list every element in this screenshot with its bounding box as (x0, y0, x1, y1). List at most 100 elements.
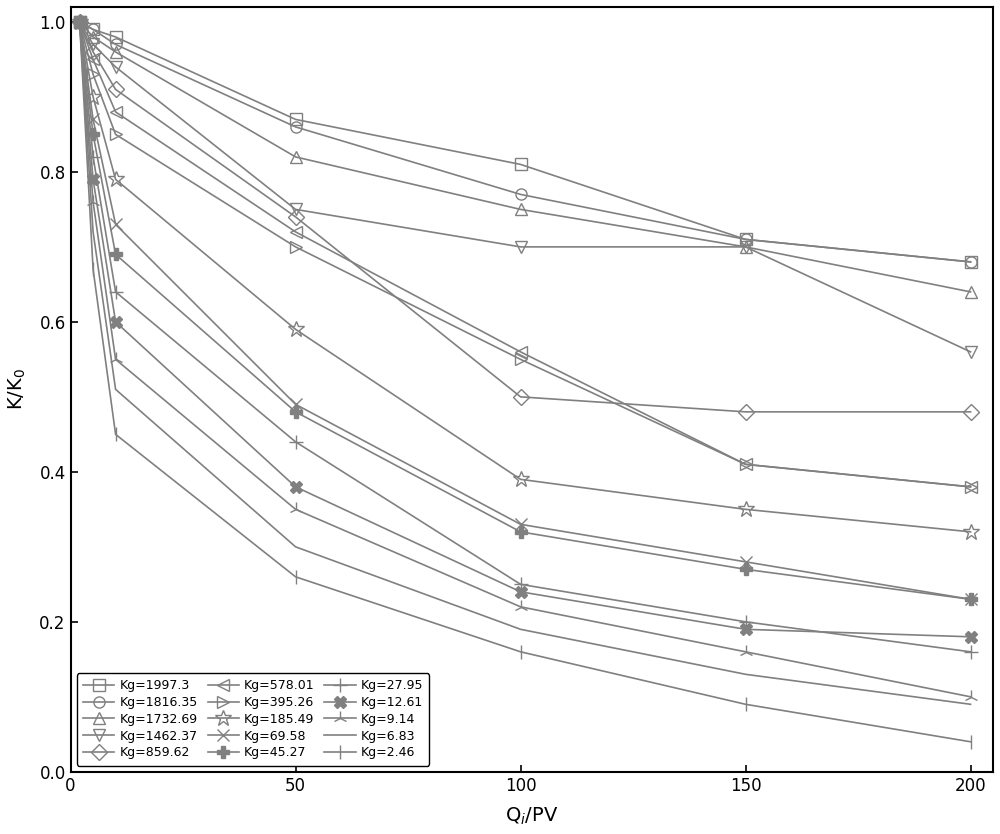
Kg=1462.37 (515, 242, 527, 252)
Line: Kg=6.83: Kg=6.83 (80, 22, 971, 704)
Kg=578.01 (740, 460, 752, 470)
Kg=1816.35 (740, 234, 752, 244)
Kg=1997.3 (965, 257, 977, 267)
Kg=27.95 (965, 647, 977, 657)
Kg=1816.35 (290, 122, 302, 132)
Kg=69.58 (965, 595, 977, 605)
Kg=12.61 (290, 482, 302, 492)
Kg=2.46 (740, 699, 752, 709)
Kg=1816.35 (110, 39, 122, 49)
Kg=6.83 (74, 17, 86, 27)
Kg=1997.3 (290, 114, 302, 124)
Kg=12.61 (515, 587, 527, 597)
Kg=9.14 (110, 354, 122, 364)
Kg=1732.69 (87, 32, 99, 42)
Kg=69.58 (87, 114, 99, 124)
Kg=12.61 (87, 174, 99, 184)
Kg=1816.35 (515, 189, 527, 199)
Kg=1997.3 (515, 159, 527, 169)
Kg=395.26 (110, 129, 122, 139)
Kg=45.27 (290, 407, 302, 417)
Kg=1462.37 (290, 204, 302, 214)
Kg=859.62 (515, 392, 527, 402)
Kg=2.46 (290, 572, 302, 582)
Line: Kg=1816.35: Kg=1816.35 (74, 17, 976, 268)
Kg=1997.3 (110, 32, 122, 42)
Kg=578.01 (965, 482, 977, 492)
Kg=1462.37 (740, 242, 752, 252)
Kg=9.14 (515, 602, 527, 612)
Kg=578.01 (87, 54, 99, 64)
Kg=45.27 (110, 249, 122, 259)
Kg=45.27 (515, 527, 527, 537)
Kg=1732.69 (74, 17, 86, 27)
Kg=1462.37 (965, 347, 977, 357)
Line: Kg=45.27: Kg=45.27 (73, 16, 977, 605)
Kg=2.46 (110, 430, 122, 440)
Kg=69.58 (74, 17, 86, 27)
Kg=2.46 (515, 647, 527, 657)
Kg=859.62 (965, 407, 977, 417)
Kg=2.46 (87, 264, 99, 274)
Kg=578.01 (515, 347, 527, 357)
Kg=1732.69 (965, 287, 977, 297)
Kg=185.49 (290, 324, 302, 334)
Kg=185.49 (965, 527, 977, 537)
Kg=69.58 (740, 557, 752, 567)
Kg=12.61 (110, 317, 122, 327)
Line: Kg=2.46: Kg=2.46 (73, 15, 978, 749)
Kg=27.95 (740, 617, 752, 627)
Kg=27.95 (515, 580, 527, 590)
Kg=6.83 (87, 227, 99, 237)
X-axis label: Q$_i$/PV: Q$_i$/PV (505, 806, 559, 827)
Kg=395.26 (290, 242, 302, 252)
Kg=45.27 (740, 565, 752, 575)
Kg=395.26 (87, 69, 99, 79)
Kg=12.61 (74, 17, 86, 27)
Kg=12.61 (965, 632, 977, 642)
Line: Kg=1462.37: Kg=1462.37 (74, 17, 976, 358)
Kg=2.46 (74, 17, 86, 27)
Line: Kg=27.95: Kg=27.95 (73, 15, 978, 659)
Kg=1732.69 (515, 204, 527, 214)
Kg=1816.35 (74, 17, 86, 27)
Kg=6.83 (740, 670, 752, 680)
Kg=1816.35 (965, 257, 977, 267)
Kg=395.26 (74, 17, 86, 27)
Line: Kg=9.14: Kg=9.14 (73, 15, 978, 704)
Kg=395.26 (740, 460, 752, 470)
Line: Kg=1997.3: Kg=1997.3 (74, 17, 976, 268)
Kg=185.49 (515, 475, 527, 485)
Kg=185.49 (740, 505, 752, 515)
Line: Kg=859.62: Kg=859.62 (74, 17, 976, 417)
Kg=395.26 (515, 354, 527, 364)
Kg=578.01 (290, 227, 302, 237)
Kg=45.27 (87, 129, 99, 139)
Kg=9.14 (290, 505, 302, 515)
Kg=45.27 (965, 595, 977, 605)
Kg=1462.37 (110, 62, 122, 72)
Kg=9.14 (965, 691, 977, 701)
Kg=1997.3 (87, 24, 99, 34)
Kg=1462.37 (74, 17, 86, 27)
Kg=2.46 (965, 736, 977, 746)
Kg=578.01 (110, 107, 122, 117)
Kg=1732.69 (110, 47, 122, 57)
Kg=27.95 (74, 17, 86, 27)
Kg=578.01 (74, 17, 86, 27)
Line: Kg=395.26: Kg=395.26 (74, 17, 976, 492)
Kg=185.49 (110, 174, 122, 184)
Y-axis label: K/K$_0$: K/K$_0$ (7, 369, 28, 410)
Kg=6.83 (515, 625, 527, 635)
Kg=6.83 (290, 542, 302, 552)
Line: Kg=185.49: Kg=185.49 (71, 13, 979, 540)
Kg=395.26 (965, 482, 977, 492)
Kg=185.49 (87, 92, 99, 102)
Kg=185.49 (74, 17, 86, 27)
Kg=1462.37 (87, 39, 99, 49)
Kg=27.95 (87, 152, 99, 162)
Kg=9.14 (74, 17, 86, 27)
Kg=69.58 (515, 520, 527, 530)
Kg=1732.69 (740, 242, 752, 252)
Line: Kg=578.01: Kg=578.01 (74, 17, 976, 492)
